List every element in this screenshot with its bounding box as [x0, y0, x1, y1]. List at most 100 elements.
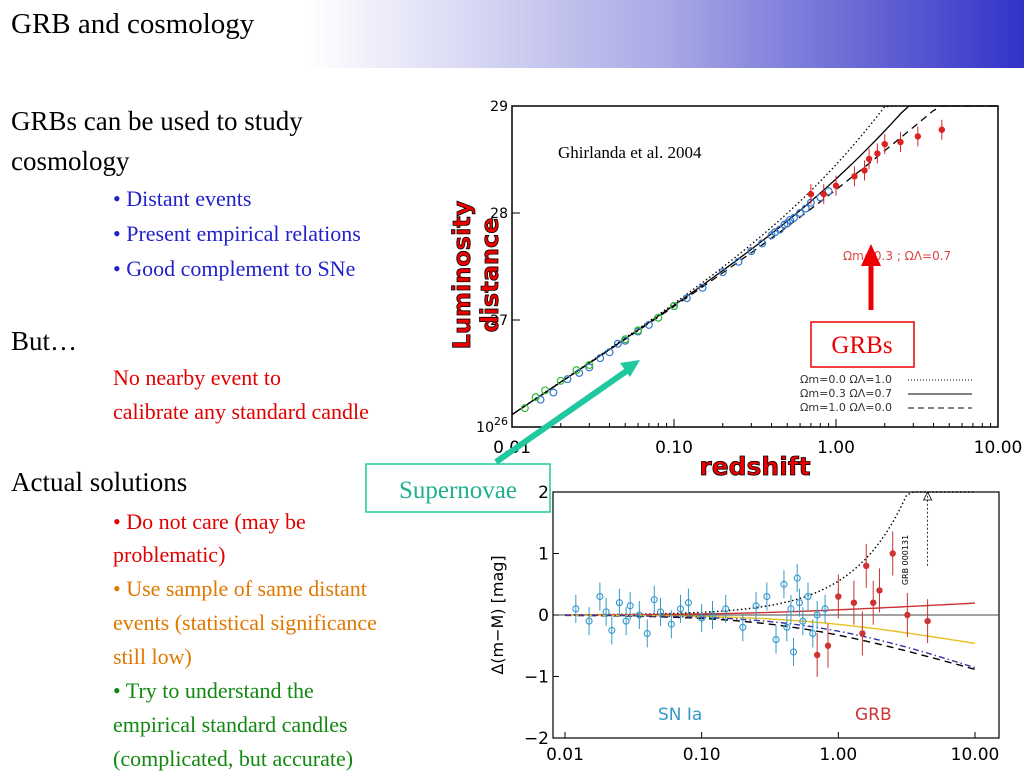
x-tick-label: 0.01 — [546, 745, 584, 765]
grb-point — [914, 133, 922, 140]
slide-title: GRB and cosmology — [11, 8, 255, 40]
sn-point — [824, 187, 833, 196]
solution-1-line-2: problematic) — [113, 542, 226, 567]
y-tick-label: −2 — [524, 729, 549, 749]
sn-point — [809, 629, 817, 638]
grb-point — [897, 138, 904, 146]
y-tick-label: −1 — [524, 668, 549, 688]
sn-point — [622, 617, 630, 625]
sn-point — [572, 366, 581, 375]
sn-point — [789, 648, 798, 656]
title-bar — [0, 0, 1024, 68]
sn-point — [783, 623, 791, 631]
actual-solutions-label: Actual solutions — [11, 467, 188, 497]
sn-point — [801, 204, 810, 213]
grb-point — [874, 150, 881, 157]
sn-point — [596, 354, 605, 363]
solution-3-line-2: empirical standard candles — [113, 712, 348, 737]
sn-point — [536, 395, 545, 404]
sn-point — [799, 617, 807, 625]
legend-entry-2: Ωm=0.3 ΩΛ=0.7 — [800, 387, 892, 400]
sn-point — [718, 268, 727, 277]
grb-000131-annotation: GRB 000131 — [901, 535, 910, 585]
sn-point — [722, 605, 730, 613]
grb-point — [863, 562, 870, 569]
x-tick-label: 0.10 — [655, 438, 693, 458]
sn-point — [795, 599, 804, 607]
sn-point — [643, 629, 651, 638]
intro-line-2: cosmology — [11, 146, 130, 176]
sn-point — [821, 605, 829, 613]
sn-point — [772, 636, 780, 644]
sn-point — [572, 605, 580, 613]
sn-point — [605, 348, 614, 357]
grb-point — [861, 167, 868, 174]
grb-point — [881, 140, 888, 148]
x-tick-label: 1.00 — [819, 745, 857, 765]
solution-3-line-3: (complicated, but accurate) — [113, 746, 354, 771]
sn-point — [626, 602, 634, 610]
supernovae-callout-label: Supernovae — [399, 477, 517, 504]
curve-red — [565, 602, 976, 616]
hubble-plot-frame — [511, 105, 999, 428]
sn-point — [669, 302, 678, 311]
curve-blue — [564, 614, 976, 669]
sn-point — [608, 626, 616, 634]
sn-point — [752, 602, 760, 610]
supernovae-arrow — [494, 367, 630, 465]
x-tick-label: 10.00 — [951, 745, 1000, 765]
sn-point — [763, 592, 771, 601]
residuals-ylabel: Δ(m−M) [mag] — [488, 555, 507, 674]
sn-point — [585, 617, 593, 625]
intro-line-1: GRBs can be used to study — [11, 106, 303, 136]
grb-point — [850, 599, 858, 606]
sn-point — [789, 213, 798, 222]
sn-point — [520, 404, 529, 413]
sn-point — [556, 376, 565, 385]
sn-point — [585, 363, 594, 372]
bullet-complement-sne: • Good complement to SNe — [113, 256, 356, 281]
legend-grb: GRB — [855, 705, 892, 725]
x-tick-label: 1.00 — [817, 438, 855, 458]
solution-2-line-3: still low) — [113, 644, 192, 669]
sn-point — [787, 605, 795, 613]
grb-point — [924, 617, 931, 625]
solution-3-line-1: • Try to understand the — [113, 678, 314, 703]
sn-point — [635, 611, 643, 619]
sn-point — [785, 216, 794, 225]
sn-point — [676, 605, 685, 613]
supernovae-arrow-head — [620, 360, 640, 377]
sn-point — [775, 225, 784, 234]
solution-2-line-2: events (statistical significance — [113, 610, 377, 635]
sn-point — [667, 620, 675, 628]
sn-point — [634, 326, 643, 335]
x-tick-label: 0.10 — [683, 745, 721, 765]
sn-point — [739, 623, 747, 631]
y-tick-label: 1026 — [476, 415, 508, 436]
sn-point — [531, 393, 540, 402]
solution-1-line-1: • Do not care (may be — [113, 509, 306, 534]
grb-point — [938, 126, 946, 133]
grb-point — [870, 599, 877, 606]
grb-point — [813, 651, 821, 659]
grb-point — [859, 630, 866, 637]
bullet-distant-events: • Distant events — [113, 186, 252, 211]
bullet-empirical-relations: • Present empirical relations — [113, 221, 361, 246]
grb-point — [820, 190, 827, 198]
y-tick-label: 27 — [490, 313, 508, 329]
y-tick-label: 1 — [538, 545, 549, 565]
sn-point — [796, 209, 805, 218]
xlabel-redshift: redshift — [699, 452, 810, 481]
supernovae-callout-box — [365, 463, 551, 513]
grbs-arrow-head — [861, 244, 881, 266]
sn-point — [644, 320, 653, 329]
sn-point — [682, 294, 691, 303]
grb-point — [889, 550, 896, 557]
sn-point — [747, 247, 756, 256]
y-tick-label: 29 — [490, 99, 508, 115]
grbs-callout-box — [810, 321, 915, 368]
grb-point — [835, 593, 842, 600]
sn-point — [654, 313, 663, 322]
